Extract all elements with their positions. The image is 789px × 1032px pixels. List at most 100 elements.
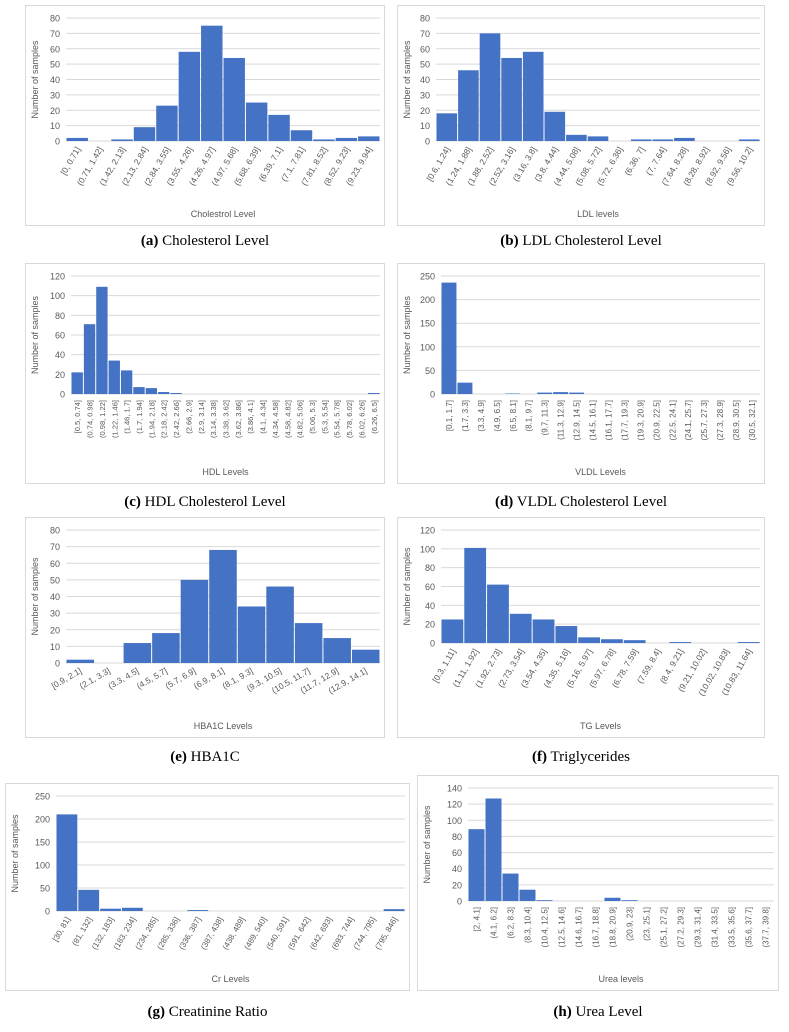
y-tick-label: 60 [425,582,435,592]
y-tick-label: 140 [447,784,462,794]
x-tick-label: (28.9, 30.5] [732,400,741,440]
bar [509,613,532,643]
figure-caption: (f) Triglycerides [397,749,765,766]
bar [145,388,158,394]
chart-frame: 0 50 100 150 200 250 [0.1, 1.7] (1.7, 3.3] (3.3,… [397,263,765,484]
x-tick-label: (3.14, 3.38] [209,400,218,438]
x-tick-label: (1.7, 3.3] [461,400,470,432]
caption-label: (c) [124,494,141,510]
y-tick-label: 80 [452,832,462,842]
bar [313,139,335,141]
bar [178,51,201,142]
y-tick-label: 0 [457,897,462,907]
x-axis-label: Cr Levels [211,974,250,984]
x-tick-label: (19.3, 20.9] [636,400,645,440]
chart-panel: 0 10 20 30 40 50 60 70 80 [0.6, 1.24] (1.24, 1.88]… [397,5,765,257]
x-tick-label: (29.3, 31.4] [694,907,703,947]
bar [170,393,182,394]
bar [66,659,95,663]
y-tick-label: 100 [35,861,50,871]
x-tick-label: (4.9, 6.5] [493,400,502,432]
figure-caption: (b) LDL Cholesterol Level [397,233,765,250]
bar [630,139,652,141]
caption-label: (a) [140,233,159,249]
x-tick-label: (5.7, 6.9] [163,666,197,691]
bar [180,579,209,663]
x-tick-label: (24.1, 25.7] [684,400,693,440]
y-axis-label: Number of samples [402,547,412,626]
x-tick-label: (6.02, 6.26] [357,400,366,438]
caption-label: (e) [170,749,187,765]
caption-label: (d) [494,494,514,510]
x-tick-label: (0.98, 1.22] [98,400,107,438]
bar [71,372,83,394]
y-axis-label: Number of samples [30,557,40,636]
bar [66,137,88,141]
bar [669,642,692,643]
y-tick-label: 0 [60,390,65,400]
bar [187,910,209,911]
y-tick-label: 250 [420,272,435,282]
caption-text: Triglycerides [547,749,630,765]
figure-caption: (d) VLDL Cholesterol Level [397,494,765,511]
figure-caption: (h) Urea Level [417,1004,779,1021]
y-tick-label: 30 [50,90,60,100]
x-tick-label: [0.1, 1.7] [445,400,454,431]
y-tick-label: 30 [420,90,430,100]
y-tick-label: 0 [425,137,430,147]
bar [223,57,245,141]
x-axis-label: Cholestrol Level [191,209,256,219]
bar [133,387,145,394]
y-axis-label: Number of samples [30,40,40,119]
caption-label: (g) [147,1004,166,1020]
bar [351,649,380,663]
x-tick-label: (5.3, 5.54] [320,400,329,434]
x-tick-label: (5.78, 6.02] [345,400,354,438]
x-tick-label: (5.54, 5.78] [333,400,342,438]
y-tick-label: 20 [425,620,435,630]
y-tick-label: 20 [452,880,462,890]
bar [601,639,623,643]
bar [237,606,266,663]
bar [737,642,760,643]
chart-panel: 0 10 20 30 40 50 60 70 80 [0.9, 2.1] (2.1, 3.3] (3.… [25,517,385,773]
y-tick-label: 50 [420,60,430,70]
bar [121,907,143,911]
y-axis-label: Number of samples [10,814,20,893]
chart-panel: 0 50 100 150 200 250 [0.1, 1.7] (1.7, 3.3] (3.3,… [397,263,765,518]
bar [266,586,294,663]
x-axis-label: TG Levels [580,721,622,731]
x-tick-label: [2, 4.1] [473,907,482,931]
x-tick-label: (6.2, 8.3] [507,907,516,939]
bar [532,619,555,643]
chart-frame: 0 20 40 60 80 100 120 140 [2, 4.1] (4.1, 6.2] (6.2… [417,775,779,991]
bar [78,889,100,911]
y-tick-label: 10 [420,121,430,131]
y-tick-label: 70 [50,29,60,39]
chart-panel: 0 50 100 150 200 250 [30, 81] (81, 132] (132, 18… [5,783,410,1028]
bar [652,139,674,141]
caption-label: (f) [532,749,548,765]
figure-caption: (g) Creatinine Ratio [5,1004,410,1021]
bar [56,814,78,911]
x-axis-label: LDL levels [577,209,619,219]
y-tick-label: 120 [420,526,435,536]
caption-label: (h) [553,1004,572,1020]
y-tick-label: 120 [447,800,462,810]
x-axis-label: VLDL Levels [575,467,626,477]
y-tick-label: 0 [55,659,60,669]
bar [566,134,587,141]
caption-text: HDL Cholesterol Level [140,494,286,510]
bar [209,549,237,663]
x-tick-label: (4.1, 4.34] [259,400,268,434]
x-tick-label: (6.5, 8.1] [509,400,518,432]
caption-label: (b) [500,233,519,249]
bar [485,798,502,901]
caption-text: Urea Level [571,1004,643,1020]
bar [83,324,96,394]
chart-frame: 0 10 20 30 40 50 60 70 80 [0.9, 2.1] (2.1, 3.3] (3.… [25,517,385,738]
x-tick-label: (17.7, 19.3] [620,400,629,440]
x-tick-label: (0.74, 0.98] [86,400,95,438]
